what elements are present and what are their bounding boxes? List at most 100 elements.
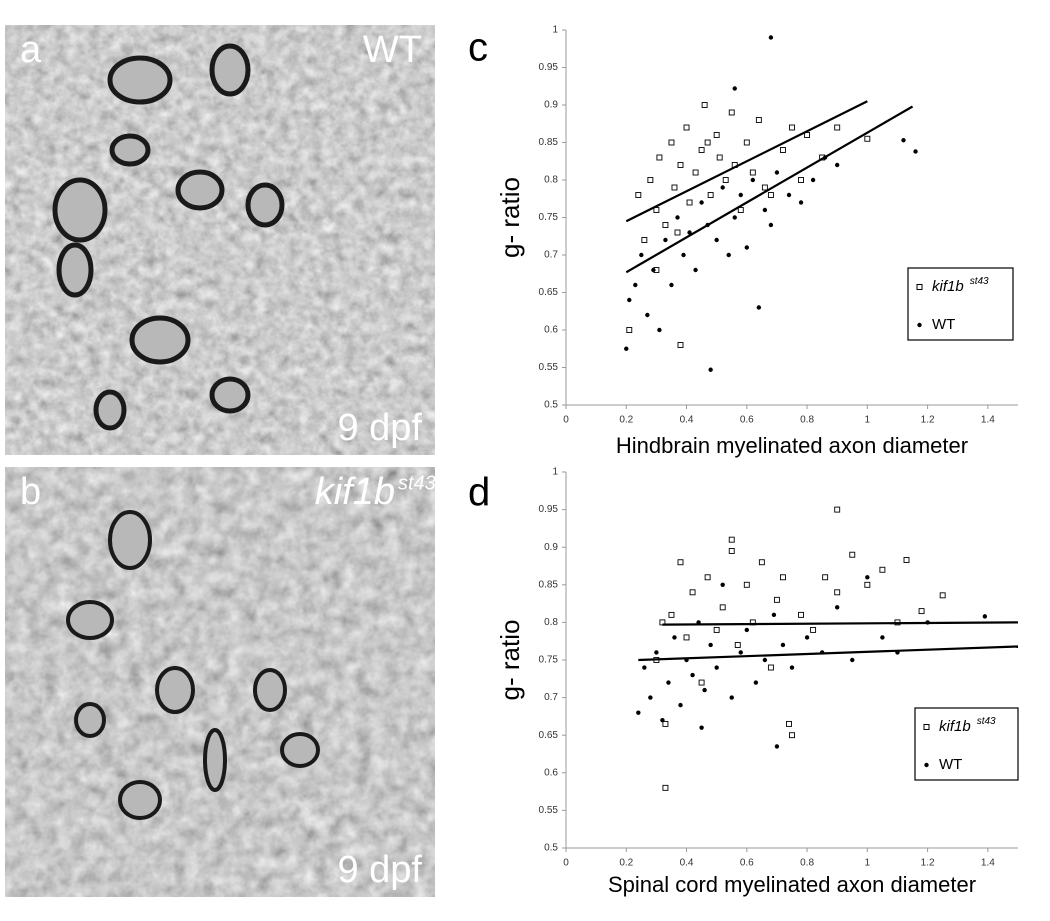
legend-marker — [924, 762, 929, 768]
point — [780, 574, 786, 581]
point — [729, 695, 734, 700]
point — [810, 177, 816, 183]
trend-line — [662, 621, 1019, 626]
x-tick-label: 0.2 — [619, 415, 633, 426]
point — [708, 642, 713, 648]
trend-line — [625, 100, 868, 223]
age: 9 dpf — [337, 407, 422, 449]
point — [780, 147, 786, 153]
point — [903, 557, 910, 563]
point — [677, 342, 684, 348]
point — [738, 650, 743, 655]
legend-marker — [923, 724, 930, 730]
y-tick-label: 0.9 — [544, 542, 558, 553]
point — [719, 604, 726, 611]
point — [880, 635, 885, 640]
point — [696, 620, 701, 625]
point — [901, 138, 906, 143]
point — [732, 86, 737, 91]
y-tick-label: 0.75 — [539, 655, 559, 666]
point — [704, 574, 711, 581]
point — [716, 154, 723, 161]
y-tick-label: 0.95 — [539, 62, 559, 73]
point — [662, 720, 669, 727]
legend-superscript: st43 — [977, 716, 996, 727]
legend-box — [914, 707, 1019, 781]
point — [677, 162, 684, 168]
y-tick-label: 0.75 — [539, 212, 559, 223]
legend-marker — [917, 322, 922, 328]
y-axis-label: g- ratio — [495, 177, 525, 258]
point — [774, 744, 780, 749]
point — [822, 574, 829, 581]
point — [698, 679, 705, 686]
point — [674, 229, 681, 236]
point — [834, 506, 841, 513]
point — [786, 720, 792, 727]
y-tick-label: 0.5 — [544, 843, 558, 854]
point — [627, 297, 632, 303]
legend-name: kif1b — [939, 718, 971, 735]
point — [689, 589, 696, 596]
point — [982, 614, 988, 619]
y-axis-label: g- ratio — [495, 620, 525, 701]
point — [669, 282, 674, 288]
point — [749, 169, 756, 176]
x-tick-label: 1.4 — [981, 858, 995, 869]
panel-label: b — [20, 471, 41, 513]
y-tick-label: 1 — [552, 467, 558, 478]
point — [732, 215, 737, 220]
point — [708, 367, 713, 372]
point — [864, 135, 871, 142]
point — [913, 149, 918, 154]
panel-label: a — [20, 29, 42, 71]
point — [810, 626, 817, 633]
point — [786, 192, 792, 198]
point — [789, 124, 795, 131]
point — [925, 620, 930, 625]
point — [789, 732, 795, 739]
point — [773, 596, 780, 603]
y-tick-label: 0.6 — [544, 325, 558, 336]
x-tick-label: 1.2 — [921, 415, 935, 426]
trend-line — [638, 645, 1019, 662]
legend-label: WT — [939, 756, 962, 773]
point — [720, 185, 725, 190]
y-tick-label: 0.85 — [539, 579, 559, 590]
y-tick-label: 0.95 — [539, 504, 559, 515]
point — [683, 634, 690, 641]
point — [692, 169, 699, 176]
point — [879, 566, 886, 573]
point — [672, 635, 677, 640]
point — [771, 612, 777, 618]
point — [666, 680, 671, 685]
point — [675, 215, 680, 220]
point — [678, 702, 683, 708]
panel-label: d — [468, 471, 490, 515]
point — [701, 102, 708, 108]
y-tick-label: 0.65 — [539, 730, 559, 741]
x-tick-label: 0 — [563, 415, 569, 426]
point — [662, 222, 669, 228]
point — [624, 346, 629, 351]
point — [653, 207, 660, 213]
point — [734, 642, 741, 648]
point — [647, 177, 654, 183]
point — [753, 680, 759, 685]
y-tick-label: 0.7 — [544, 692, 558, 703]
point — [722, 177, 729, 183]
point — [728, 548, 735, 554]
point — [633, 282, 638, 288]
y-tick-label: 0.6 — [544, 767, 558, 778]
point — [744, 245, 749, 250]
point — [693, 267, 698, 273]
point — [714, 237, 719, 243]
point — [774, 170, 780, 175]
point — [804, 635, 810, 640]
point — [780, 642, 786, 648]
y-tick-label: 0.65 — [539, 287, 559, 298]
point — [864, 581, 871, 588]
point — [768, 222, 774, 228]
point — [728, 109, 735, 116]
y-tick-label: 0.8 — [544, 175, 558, 186]
